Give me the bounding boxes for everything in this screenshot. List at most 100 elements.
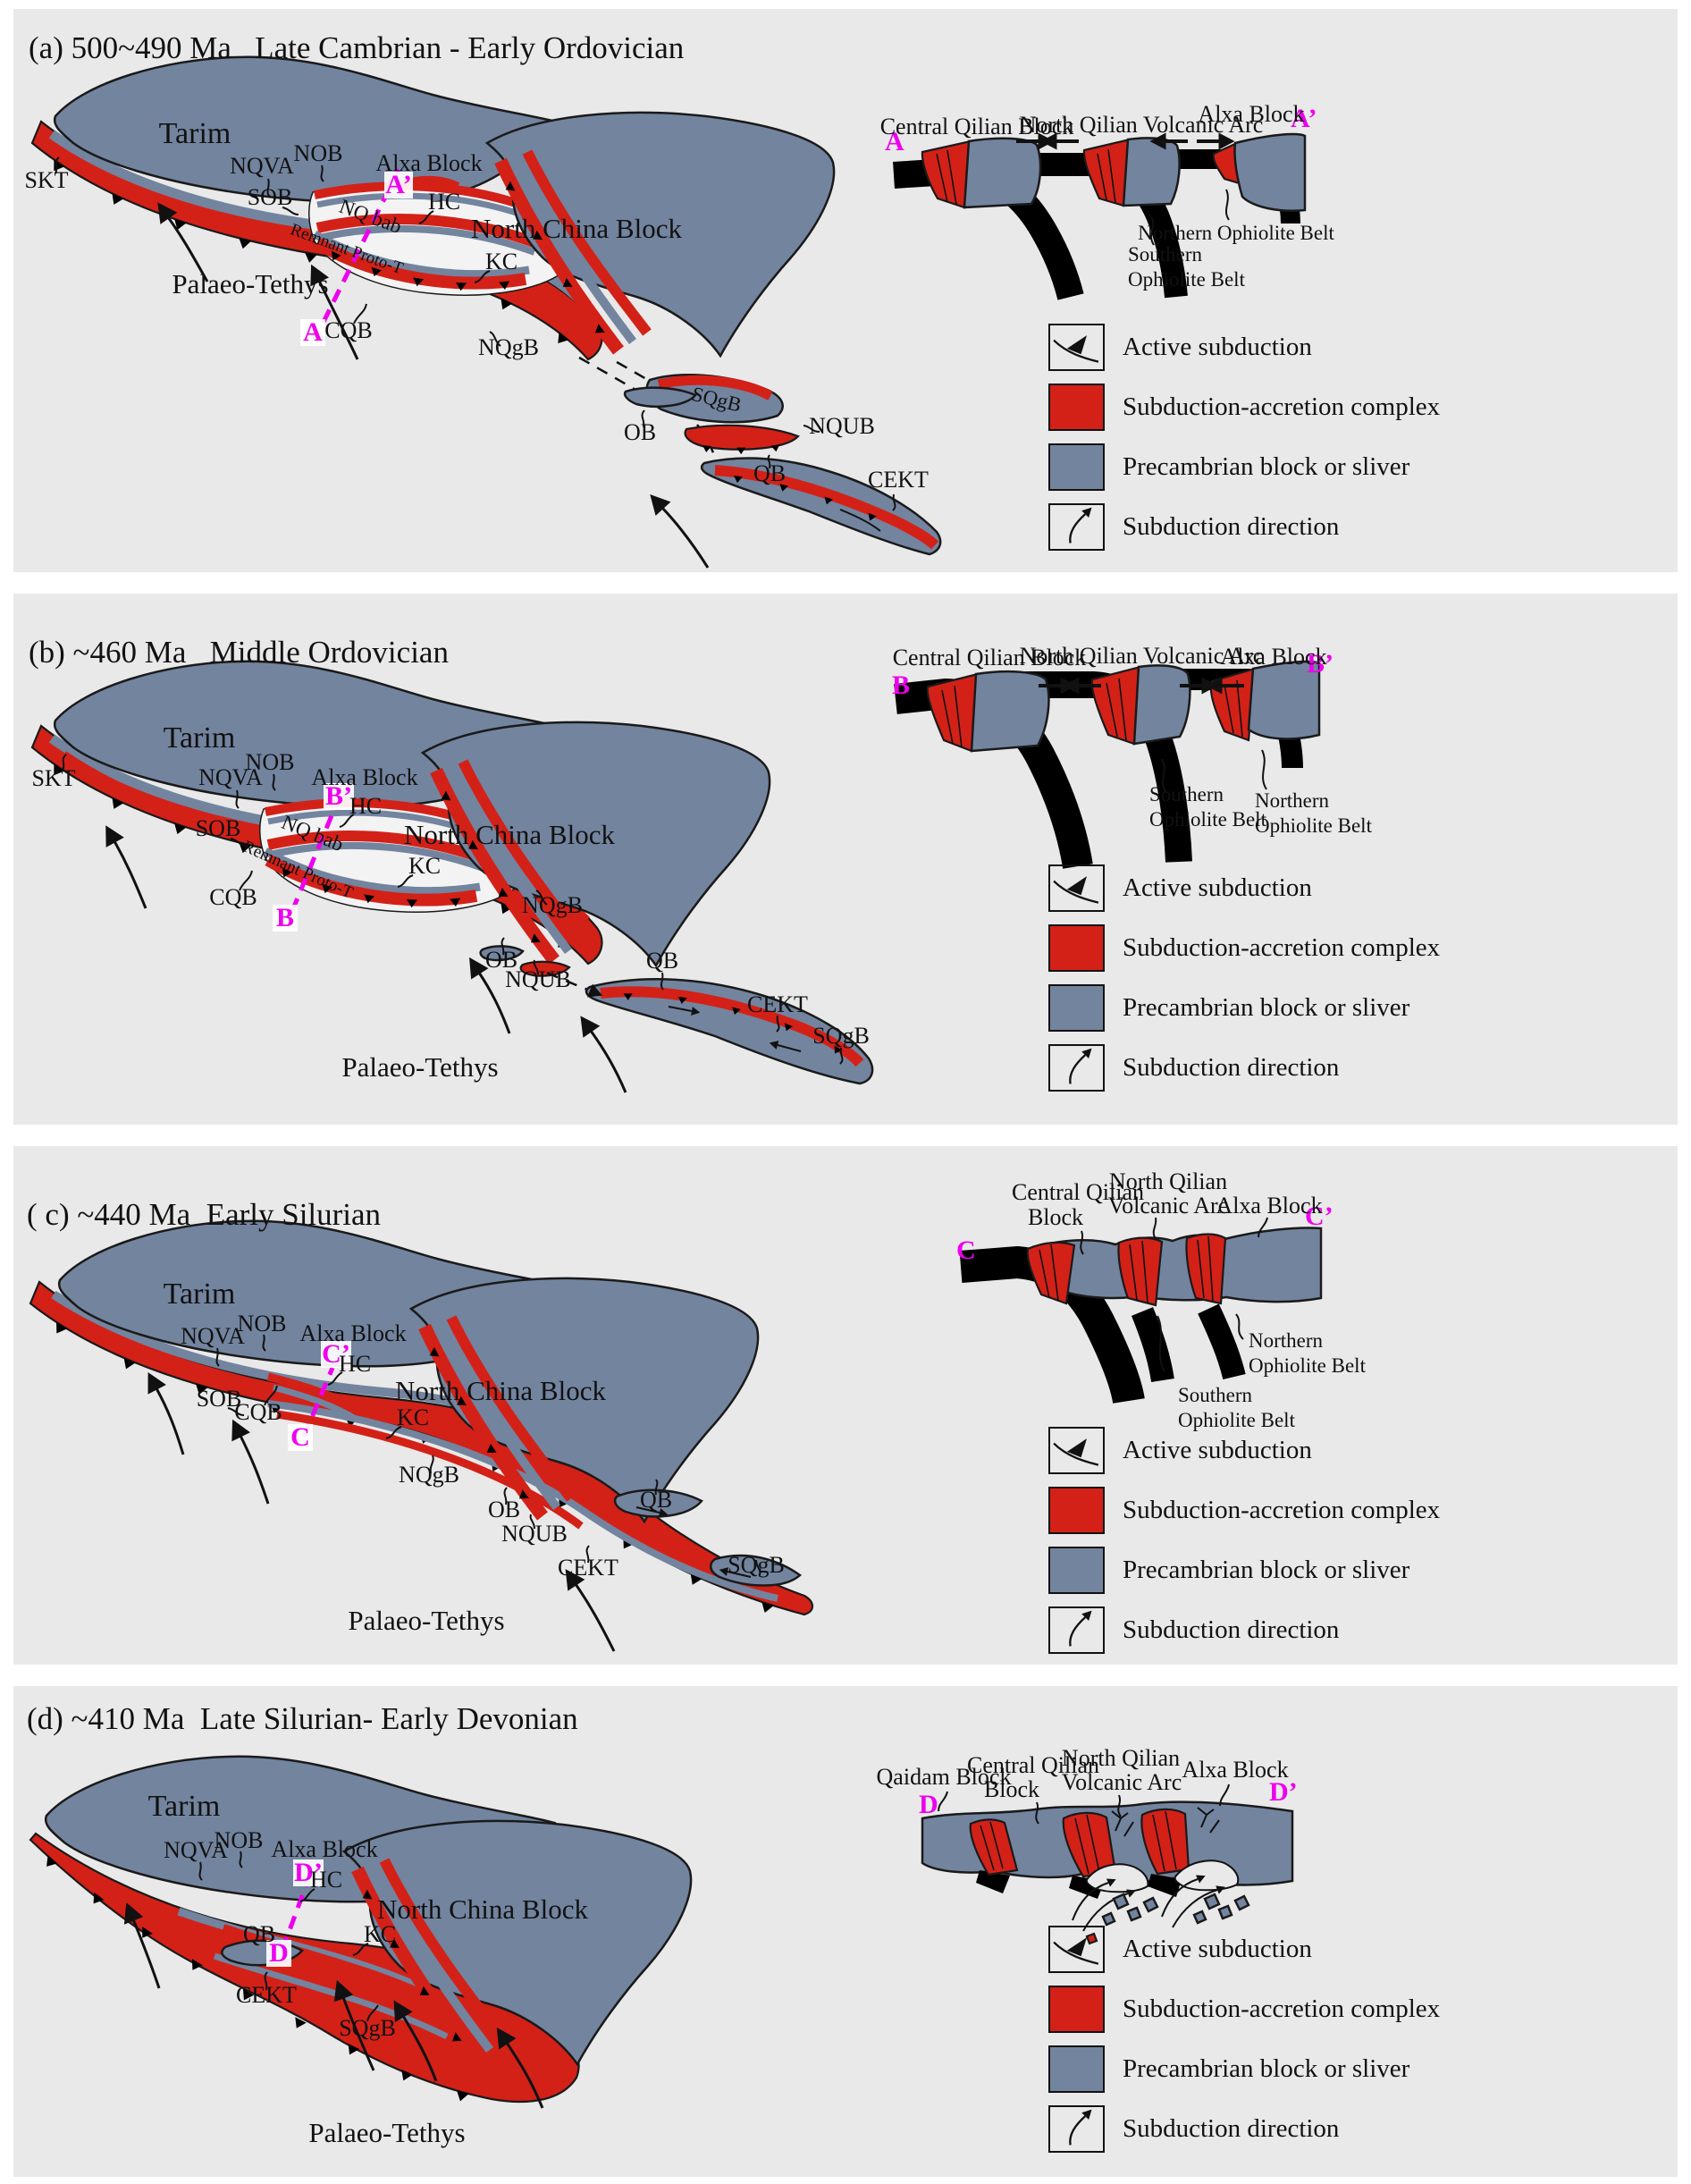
legend-label: Subduction-accretion complex (1123, 392, 1441, 421)
legend-label: Subduction-accretion complex (1123, 933, 1441, 962)
accretion-wedge (921, 139, 972, 209)
margin-stripes-west (266, 1372, 356, 1421)
legend-item-precambrian-block: Precambrian block or sliver (1048, 1547, 1440, 1594)
label-alxa-block: Alxa Block (299, 1320, 406, 1346)
label-ob: OB (485, 947, 517, 973)
legend-item-active-subduction: Active subduction (1048, 1427, 1440, 1474)
legend-item-subduction-direction: Subduction direction (1048, 2105, 1440, 2153)
legend-label: Precambrian block or sliver (1123, 452, 1410, 481)
legend-b: Active subduction Subduction-accretion c… (1048, 864, 1440, 1104)
panel-d: Tarim North China Block NQVA NOB Alxa Bl… (13, 1686, 1678, 2177)
label-hc: HC (339, 1351, 371, 1377)
label-qb: QB (243, 1921, 275, 1947)
legend-label: Precambrian block or sliver (1123, 993, 1410, 1022)
label-nqgb: NQgB (399, 1462, 459, 1488)
section-line-b (290, 813, 335, 912)
subduction-arrows (105, 825, 627, 1093)
xsec-label-volcanic-arc: Volcanic Arc (1108, 1193, 1229, 1218)
cross-section-d: D D’ Qaidam Block Central Qilian Block N… (877, 1745, 1298, 1945)
legend-label: Subduction direction (1123, 2114, 1340, 2143)
north-china-block-shape (484, 111, 836, 358)
label-skt: SKT (31, 765, 75, 791)
legend-item-precambrian-block: Precambrian block or sliver (1048, 984, 1440, 1032)
xsec-label-alxa: Alxa Block (1198, 101, 1304, 127)
subduction-direction-icon (1048, 1044, 1105, 1092)
label-section-start: C (290, 1422, 310, 1452)
label-nqgb: NQgB (522, 892, 583, 918)
nqub-sliver-shape (684, 424, 800, 451)
ncb-margin-stripes (494, 149, 652, 355)
legend-item-accretion-complex: Subduction-accretion complex (1048, 1487, 1440, 1534)
accretion-wedge (1140, 1808, 1190, 1876)
active-subduction-icon (1048, 1926, 1105, 1973)
subduction-arrows (123, 1902, 544, 2109)
label-cekt: CEKT (558, 1555, 618, 1581)
legend-item-accretion-complex: Subduction-accretion complex (1048, 1986, 1440, 2033)
label-sqgb: SQgB (812, 1023, 870, 1049)
label-qb: QB (640, 1487, 672, 1513)
label-nob: NOB (215, 1827, 264, 1853)
leader-lines (938, 1783, 1230, 1825)
accretion-swatch (1048, 924, 1105, 972)
active-subduction-icon (1048, 324, 1105, 371)
label-nob: NOB (294, 140, 343, 166)
subduction-direction-icon (1048, 1606, 1105, 1654)
legend-item-precambrian-block: Precambrian block or sliver (1048, 443, 1440, 491)
attached-slivers (613, 1488, 802, 1587)
legend-label: Subduction direction (1123, 512, 1340, 541)
label-section-end: D’ (294, 1858, 323, 1887)
legend-item-subduction-direction: Subduction direction (1048, 503, 1440, 551)
xsec-label-volcanic-arc: North Qilian (1062, 1745, 1180, 1771)
nqub-sliver-shape (519, 960, 571, 977)
block-swatch (1048, 984, 1105, 1032)
accretion-wedge (926, 672, 980, 753)
legend-label: Active subduction (1123, 1436, 1312, 1464)
label-tarim: Tarim (148, 1790, 221, 1823)
label-ob: OB (624, 419, 656, 445)
label-north-china-block: North China Block (404, 819, 615, 850)
delaminated-fragments (1085, 1893, 1250, 1945)
xsec-label-alxa: Alxa Block (1182, 1757, 1288, 1783)
legend-label: Active subduction (1123, 1935, 1312, 1963)
xsec-label-southern-ob: Ophiolite Belt (1128, 268, 1246, 291)
volcanic-arc-shape (1122, 137, 1181, 207)
label-tarim: Tarim (159, 117, 231, 150)
label-hc: HC (349, 793, 382, 819)
xsec-start-letter: D (919, 1790, 938, 1819)
label-cekt: CEKT (747, 991, 808, 1017)
panel-b: Tarim North China Block SKT NQVA NOB Alx… (13, 594, 1678, 1125)
subduction-arrows (147, 1371, 616, 1652)
ob-sliver-shape (623, 386, 698, 408)
north-china-block-shape (341, 1819, 693, 2067)
legend-item-active-subduction: Active subduction (1048, 1926, 1440, 1973)
panel-a-title: (a) 500~490 Ma Late Cambrian - Early Ord… (29, 30, 684, 65)
xsec-label-northern-ob: Ophiolite Belt (1249, 1354, 1367, 1377)
central-qilian-block-shape (963, 137, 1042, 209)
label-north-china-block: North China Block (471, 213, 682, 244)
xsec-label-northern-ob: Northern Ophiolite Belt (1138, 222, 1334, 244)
label-cqb: CQB (324, 317, 372, 343)
xsec-start-letter: A (885, 127, 904, 156)
legend-item-accretion-complex: Subduction-accretion complex (1048, 924, 1440, 972)
subduction-direction-icon (1048, 2105, 1105, 2153)
oceanic-slab (1198, 1303, 1246, 1380)
label-qb: QB (646, 948, 678, 974)
label-nob: NOB (238, 1311, 287, 1337)
legend-item-accretion-complex: Subduction-accretion complex (1048, 384, 1440, 431)
accretion-swatch (1048, 384, 1105, 431)
xsec-start-letter: B (892, 670, 910, 700)
label-kc: KC (408, 853, 441, 879)
alxa-block-shape (1247, 660, 1321, 740)
xsec-start-letter: C (956, 1235, 976, 1265)
label-palaeo-tethys: Palaeo-Tethys (348, 1605, 504, 1636)
xsec-label-volcanic-arc: Volcanic Arc (1062, 1769, 1182, 1795)
label-north-china-block: North China Block (395, 1375, 606, 1406)
se-slivers (479, 945, 874, 1085)
panel-a: Tarim North China Block SKT NQVA NOB Alx… (13, 9, 1678, 572)
label-nqva: NQVA (164, 1837, 228, 1863)
xsec-label-southern-ob: Southern (1178, 1384, 1253, 1406)
label-nqub: NQUB (809, 413, 875, 439)
panel-d-title: (d) ~410 Ma Late Silurian- Early Devonia… (27, 1701, 578, 1736)
label-ob: OB (488, 1497, 520, 1522)
